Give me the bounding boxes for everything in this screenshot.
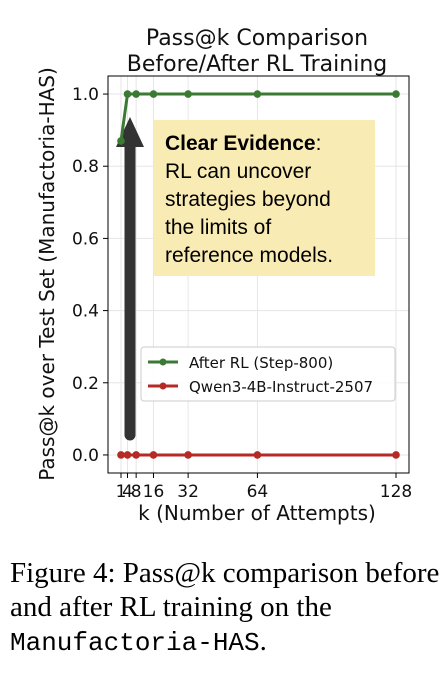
- series-layer: [117, 90, 400, 459]
- x-tick-label: 32: [177, 482, 199, 502]
- x-tick-label: 64: [247, 482, 269, 502]
- series-point-1: [184, 451, 192, 459]
- x-tick-label: 4: [122, 482, 133, 502]
- chart-title-line1: Pass@k Comparison: [146, 26, 368, 51]
- series-point-0: [184, 90, 192, 98]
- series-point-0: [392, 90, 400, 98]
- x-axis-label: k (Number of Attempts): [138, 501, 376, 525]
- chart: Pass@k Comparison Before/After RL Traini…: [35, 26, 412, 525]
- series-point-0: [132, 90, 140, 98]
- plot-frame: [107, 75, 410, 474]
- y-tick-label: 0.4: [72, 302, 99, 322]
- series-point-0: [149, 90, 158, 98]
- annotation-colon: :: [315, 132, 322, 155]
- series-point-1: [392, 451, 400, 459]
- x-tick-label: 16: [143, 482, 165, 502]
- legend-label-qwen: Qwen3-4B-Instruct-2507: [189, 378, 373, 396]
- y-tick-label: 0.8: [72, 157, 99, 177]
- y-tick-label: 0.0: [72, 446, 99, 466]
- y-tick-label: 0.2: [72, 374, 99, 394]
- series-point-1: [149, 451, 158, 459]
- series-point-1: [123, 451, 132, 459]
- x-tick-label: 128: [380, 482, 412, 502]
- legend-label-after-rl: After RL (Step-800): [189, 354, 333, 372]
- annotation-line: strategies beyond: [165, 188, 331, 211]
- annotation-box: Clear Evidence: RL can uncover strategie…: [154, 120, 375, 276]
- caption-prefix: Figure 4: Pass@k comparison before and a…: [10, 557, 440, 623]
- legend: After RL (Step-800) Qwen3-4B-Instruct-25…: [140, 346, 396, 402]
- series-point-1: [253, 451, 262, 459]
- chart-title-line2: Before/After RL Training: [127, 52, 388, 77]
- legend-marker-after-rl: [159, 358, 167, 366]
- y-tick-label: 0.6: [72, 229, 99, 249]
- caption-suffix: .: [259, 625, 267, 657]
- x-tick-label: 8: [131, 482, 142, 502]
- caption-dataset: Manufactoria-HAS: [10, 628, 260, 658]
- annotation-line: the limits of: [165, 216, 272, 239]
- annotation-first-line: Clear Evidence:: [165, 130, 365, 158]
- annotation-bold: Clear Evidence: [165, 132, 316, 155]
- series-point-1: [117, 451, 125, 459]
- x-tick-label: 1: [116, 482, 127, 502]
- y-tick-label: 1.0: [72, 85, 99, 105]
- legend-box: [140, 346, 396, 402]
- figure-caption: Figure 4: Pass@k comparison before and a…: [10, 556, 442, 660]
- series-point-0: [253, 90, 262, 98]
- axis-ticks: 0.0 0.2 0.4 0.6 0.8 1.0 148 16 32 64 128: [72, 85, 412, 502]
- annotation-line: reference models.: [165, 244, 334, 267]
- series-point-0: [123, 90, 132, 98]
- legend-marker-qwen: [159, 382, 167, 390]
- annotation-line: RL can uncover: [165, 160, 312, 183]
- y-axis-label: Pass@k over Test Set (Manufactoria-HAS): [35, 67, 59, 481]
- series-point-1: [132, 451, 140, 459]
- series-point-0: [117, 137, 125, 145]
